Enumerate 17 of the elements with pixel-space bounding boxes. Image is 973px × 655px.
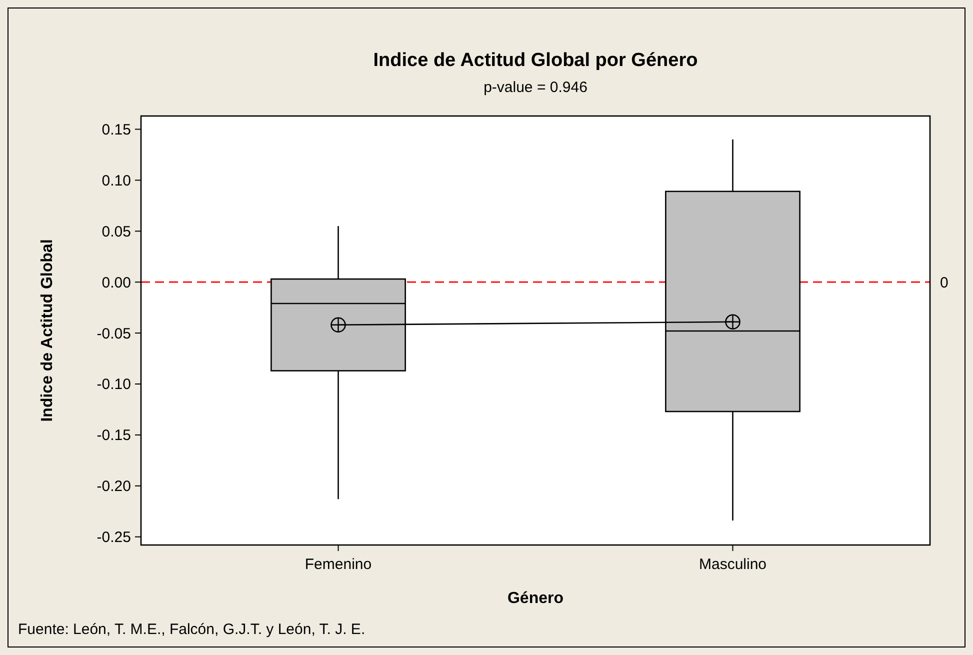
chart-title: Indice de Actitud Global por Género — [373, 50, 698, 71]
y-tick-label: 0.10 — [102, 172, 131, 190]
y-tick-label: -0.20 — [96, 478, 131, 496]
x-tick-label: Femenino — [304, 556, 372, 573]
y-axis-title: Indice de Actitud Global — [39, 239, 56, 422]
x-tick-label: Masculino — [698, 556, 767, 573]
x-axis-title: Género — [507, 590, 564, 607]
y-tick-label: 0.05 — [102, 223, 131, 240]
y-tick-label: -0.15 — [96, 427, 131, 444]
ref-line-label: 0 — [940, 274, 948, 292]
chart-subtitle: p-value = 0.946 — [484, 79, 588, 96]
y-tick-label: -0.05 — [96, 325, 131, 342]
y-tick-label: 0.15 — [102, 121, 131, 138]
y-tick-label: -0.10 — [96, 376, 131, 394]
y-tick-label: -0.25 — [96, 529, 131, 546]
y-tick-label: 0.00 — [102, 274, 131, 292]
source-note: Fuente: León, T. M.E., Falcón, G.J.T. y León, T. J. E. — [18, 621, 366, 638]
